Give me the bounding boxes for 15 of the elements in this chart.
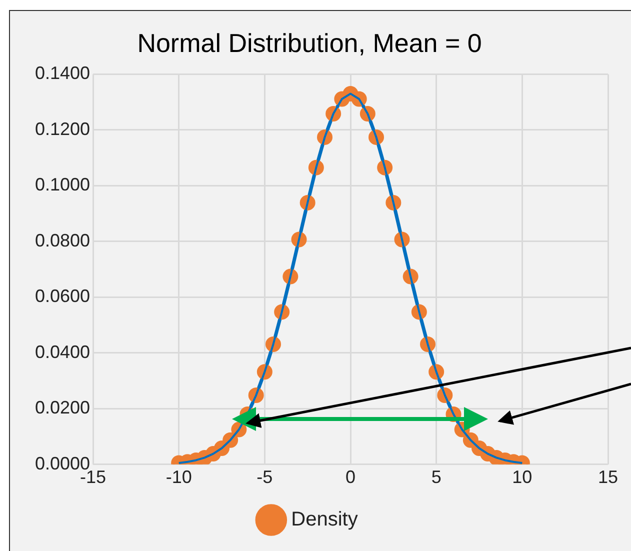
y-tick-label: 0.1200: [34, 118, 90, 139]
legend-label: Density: [291, 508, 358, 531]
y-tick-label: 0.1000: [34, 174, 90, 195]
x-tick-label: -10: [166, 467, 192, 488]
x-tick-label: 15: [598, 467, 618, 488]
y-tick-label: 0.0200: [34, 398, 90, 418]
y-tick-label: 0.0400: [34, 342, 90, 362]
y-tick-label: 0.0800: [34, 230, 90, 250]
x-tick-label: -5: [256, 467, 273, 488]
x-tick-label: 10: [512, 467, 532, 488]
y-tick-label: 0.0600: [34, 286, 90, 306]
x-tick-label: 0: [345, 467, 356, 488]
chart-title: Normal Distribution, Mean = 0: [137, 28, 482, 58]
x-tick-label: 5: [431, 467, 442, 488]
y-tick-label: 0.1400: [34, 63, 90, 84]
